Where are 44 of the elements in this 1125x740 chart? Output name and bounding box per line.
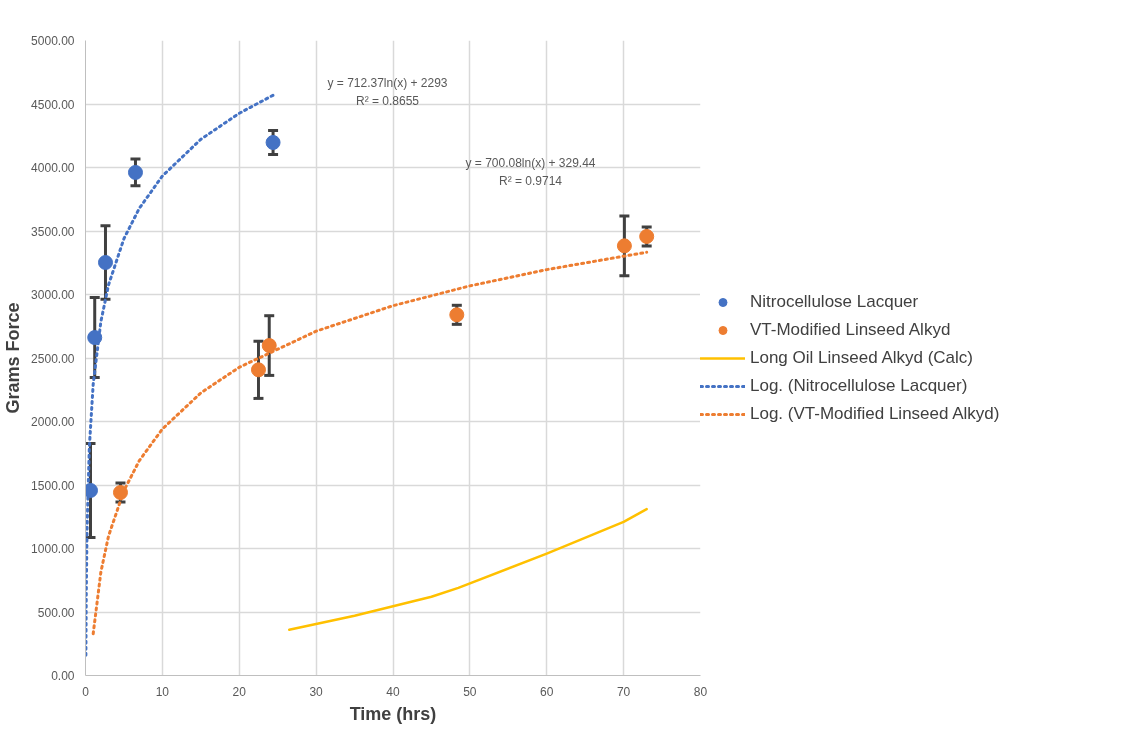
point — [265, 134, 281, 150]
point — [639, 228, 655, 244]
x-tick-label: 70 — [616, 684, 631, 699]
y-axis-title: Grams Force — [3, 302, 24, 414]
legend-label: Long Oil Linseed Alkyd (Calc) — [750, 347, 974, 368]
x-tick-label: 0 — [82, 684, 90, 699]
y-tick-label: 0.00 — [51, 669, 75, 683]
y-tick-label: 4500.00 — [31, 97, 75, 112]
annotation: y = 712.37ln(x) + 2293 — [327, 75, 448, 90]
y-tick-label: 5000.00 — [31, 34, 75, 48]
x-tick-label: 20 — [232, 684, 247, 699]
x-tick-label: 80 — [693, 684, 708, 699]
y-tick-label: 1000.00 — [31, 542, 75, 556]
x-axis-title: Time (hrs) — [349, 703, 437, 724]
annotation: R² = 0.9714 — [498, 173, 563, 188]
point — [127, 164, 143, 180]
point — [87, 330, 103, 346]
annotation: y = 700.08ln(x) + 329.44 — [465, 155, 596, 170]
y-tick-label: 2500.00 — [31, 351, 75, 366]
y-tick-label: 3000.00 — [31, 288, 75, 302]
y-tick-label: 500.00 — [37, 605, 75, 620]
point — [97, 255, 113, 270]
legend-label: Nitrocellulose Lacquer — [750, 291, 919, 312]
y-tick-label: 1500.00 — [31, 478, 75, 493]
line-series — [287, 507, 648, 632]
x-tick-label: 10 — [155, 684, 170, 699]
point — [261, 338, 277, 354]
point — [449, 307, 465, 323]
y-tick-label: 4000.00 — [31, 161, 75, 175]
legend-label: Log. (VT-Modified Linseed Alkyd) — [750, 403, 1000, 424]
x-tick-label: 50 — [463, 684, 477, 699]
x-tick-label: 30 — [309, 684, 324, 699]
y-tick-label: 2000.00 — [31, 415, 75, 429]
x-tick-label: 40 — [386, 684, 400, 699]
x-tick-label: 60 — [540, 684, 554, 699]
legend-label: VT-Modified Linseed Alkyd — [750, 319, 951, 340]
line-series — [91, 250, 649, 636]
annotation: R² = 0.8655 — [355, 93, 420, 108]
point — [112, 485, 128, 500]
legend-label: Log. (Nitrocellulose Lacquer) — [750, 375, 968, 396]
y-tick-label: 3500.00 — [31, 224, 75, 239]
line-series — [85, 93, 275, 657]
point — [250, 362, 266, 378]
point — [616, 238, 632, 254]
